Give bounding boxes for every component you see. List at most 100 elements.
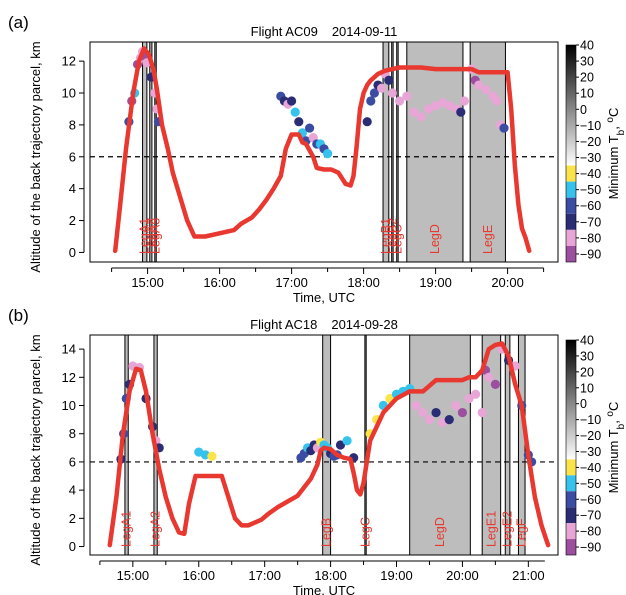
colorbar-tick-label: −70 [580, 509, 601, 523]
observation-point [377, 83, 387, 93]
leg-label: LegE [481, 225, 495, 254]
x-tick-label: 16:00 [182, 568, 215, 583]
observation-point [456, 107, 466, 117]
y-tick-label: 2 [69, 511, 76, 526]
colorbar-label-part: C [606, 108, 621, 117]
observation-point [484, 372, 494, 382]
observation-point [342, 436, 352, 446]
colorbar-bin [566, 229, 576, 246]
leg-label: LegE2 [501, 511, 515, 547]
leg-label: LegA3 [149, 218, 163, 254]
colorbar-tick-label: −80 [580, 231, 601, 245]
colorbar-label-part: b [616, 423, 626, 429]
observation-point [423, 104, 433, 114]
colorbar-bin [566, 197, 576, 214]
observation-point [477, 407, 487, 418]
colorbar-bin [566, 491, 576, 508]
y-tick-label: 0 [69, 539, 76, 554]
leg-label: LegA2 [144, 218, 158, 254]
leg-label: LegA1 [138, 218, 152, 254]
colorbar-tick-label: 20 [580, 365, 594, 379]
leg-band [409, 334, 471, 556]
colorbar-tick-label: 10 [580, 381, 594, 395]
colorbar-label-part: o [605, 411, 616, 417]
observation-point [362, 117, 372, 127]
x-tick-label: 17:00 [275, 275, 308, 290]
observation-point [459, 96, 469, 106]
colorbar-tick-label: −80 [580, 525, 601, 539]
colorbar-tick-label: −40 [580, 461, 601, 475]
colorbar-tick-label: 10 [580, 87, 594, 101]
y-tick-label: 2 [69, 213, 76, 228]
observation-point [409, 107, 419, 117]
colorbar-label-part: b [616, 129, 626, 135]
observation-point [457, 407, 468, 418]
y-tick-label: 14 [62, 342, 76, 357]
y-tick-label: 0 [69, 245, 76, 260]
observation-point [444, 415, 454, 425]
chart-title: Flight AC18 2014-09-28 [250, 317, 398, 332]
chart-panel-2: (b) Flight AC18 2014-09-28 LegA1 LegA2 LegB Le… [8, 306, 626, 595]
colorbar-tick-label: −50 [580, 183, 601, 197]
observation-point [445, 101, 455, 111]
x-tick-label: 16:00 [203, 275, 236, 290]
leg-label: LegD [428, 224, 442, 254]
observation-point [290, 107, 300, 117]
observation-point [384, 75, 394, 85]
observation-point [431, 407, 441, 418]
observation-point [431, 101, 441, 111]
colorbar-label-part: , [606, 123, 621, 130]
chart-title-part: Flight AC09 [251, 24, 318, 39]
observation-point [424, 415, 435, 425]
colorbar-tick-label: −30 [580, 151, 601, 165]
observation-point [402, 91, 412, 101]
y-tick-label: 8 [69, 426, 76, 441]
y-axis-label: Altitude of the back trajectory parcel, … [28, 334, 43, 565]
x-tick-label: 21:00 [512, 568, 545, 583]
chart-title-part: Flight AC18 [250, 317, 317, 332]
colorbar-tick-label: 30 [580, 349, 594, 363]
observation-point [464, 393, 474, 404]
colorbar-tick-label: −20 [580, 429, 601, 443]
colorbar-tick-label: 40 [580, 334, 594, 348]
observation-point [305, 123, 315, 133]
observation-point [207, 451, 217, 461]
observation-point [418, 407, 428, 418]
colorbar-tick-label: 40 [580, 39, 594, 53]
observation-point [411, 400, 421, 411]
x-tick-label: 20:00 [491, 275, 524, 290]
colorbar-bin [566, 245, 576, 262]
leg-label: LegC [390, 224, 404, 254]
colorbar-bin [566, 181, 576, 198]
colorbar-label-part: o [605, 117, 616, 123]
colorbar-tick-label: 30 [580, 55, 594, 69]
y-tick-label: 6 [69, 149, 76, 164]
panel-label: (b) [8, 306, 29, 325]
colorbar-tick-label: 0 [580, 397, 587, 411]
observation-point [294, 117, 304, 127]
colorbar-frame [565, 339, 577, 556]
plot-frame [89, 41, 559, 263]
x-tick-label: 17:00 [248, 568, 281, 583]
x-tick-label: 18:00 [347, 275, 380, 290]
leg-label: LegC [359, 517, 373, 547]
x-tick-label: 15:00 [131, 275, 164, 290]
colorbar-bin [566, 475, 576, 492]
colorbar-bin [566, 523, 576, 540]
x-tick-label: 20:00 [446, 568, 479, 583]
colorbar-tick-label: −30 [580, 445, 601, 459]
observation-point [474, 80, 484, 90]
colorbar-bin [566, 507, 576, 524]
colorbar-bin [566, 165, 576, 182]
observation-point [438, 97, 448, 108]
observation-point [481, 85, 491, 95]
y-tick-label: 10 [62, 398, 76, 413]
leg-label: LegB1 [379, 218, 393, 254]
colorbar-tick-label: −10 [580, 413, 601, 427]
colorbar-label-part: , [606, 417, 621, 424]
colorbar-tick-label: −60 [580, 199, 601, 213]
colorbar-tick-label: −90 [580, 247, 601, 261]
observation-point [490, 379, 500, 389]
y-tick-label: 12 [62, 370, 76, 385]
